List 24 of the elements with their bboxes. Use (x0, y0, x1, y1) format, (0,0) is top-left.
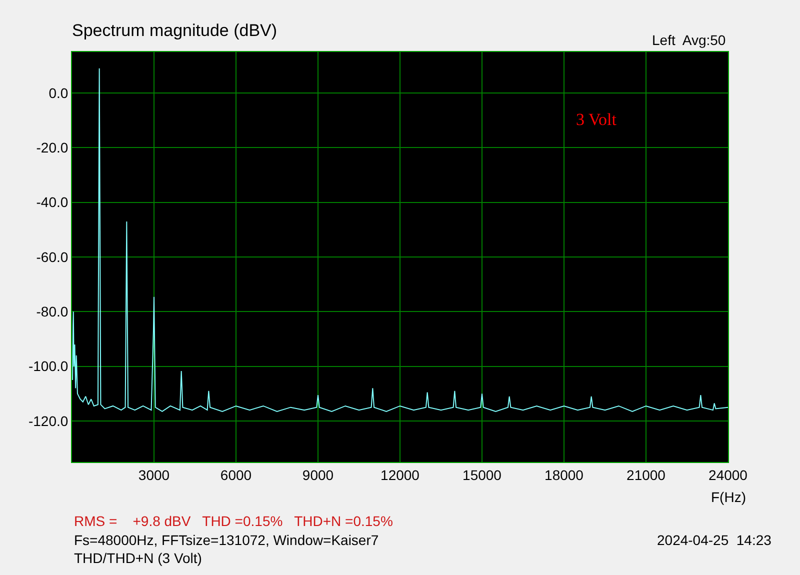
y-tick-label: 0.0 (48, 84, 68, 101)
x-tick-label: 24000 (708, 466, 748, 483)
chart-title: Spectrum magnitude (dBV) (72, 20, 278, 40)
x-tick-label: 3000 (138, 466, 170, 483)
text: Fs=48000Hz, FFTsize=131072, Window=Kaiser7 (74, 532, 379, 548)
text: 2024-04-25 14:23 (657, 532, 772, 548)
text: Left Avg:50 (652, 32, 726, 48)
y-tick-label: -80.0 (36, 304, 68, 320)
line-series (72, 68, 728, 412)
x-tick-label: 21000 (626, 466, 666, 483)
x-tick-label: 12000 (380, 466, 420, 483)
y-tick-label: -40.0 (36, 194, 68, 210)
x-axis-title: F(Hz) (711, 489, 746, 505)
x-tick-label: 18000 (544, 466, 584, 483)
x-tick-label: 6000 (220, 466, 252, 483)
x-tick-label: 9000 (302, 466, 334, 483)
text: THD/THD+N (3 Volt) (74, 550, 202, 566)
y-tick-label: -100.0 (28, 358, 68, 374)
y-tick-label: -20.0 (36, 140, 68, 156)
y-tick-label: -120.0 (28, 412, 68, 429)
y-tick-label: -60.0 (36, 248, 68, 265)
annotation: 3 Volt (576, 110, 617, 129)
x-tick-label: 15000 (462, 466, 502, 483)
text: RMS = +9.8 dBV THD =0.15% THD+N =0.15% (74, 513, 393, 529)
